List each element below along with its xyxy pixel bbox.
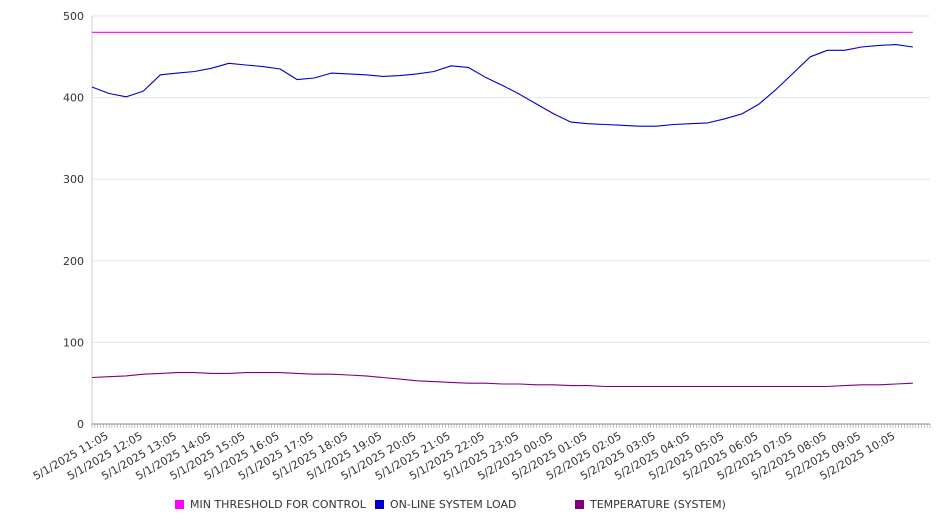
y-tick-label: 500 <box>63 10 84 23</box>
series-line-temperature <box>91 372 913 388</box>
legend-item-system-load: ON-LINE SYSTEM LOAD <box>375 498 516 511</box>
y-tick-label: 200 <box>63 255 84 268</box>
y-axis-ticks: 0 100 200 300 400 500 <box>63 10 84 431</box>
x-axis-ticks: 5/1/2025 11:055/1/2025 12:055/1/2025 13:… <box>31 429 897 483</box>
legend-label-min-threshold: MIN THRESHOLD FOR CONTROL <box>190 498 366 511</box>
legend: MIN THRESHOLD FOR CONTROL ON-LINE SYSTEM… <box>0 496 946 516</box>
legend-swatch-min-threshold <box>175 500 184 509</box>
y-tick-label: 100 <box>63 336 84 349</box>
series-line-system-load <box>91 44 913 127</box>
legend-item-temperature: TEMPERATURE (SYSTEM) <box>575 498 726 511</box>
series-lines <box>91 31 913 388</box>
y-tick-label: 300 <box>63 173 84 186</box>
y-tick-label: 0 <box>77 418 84 431</box>
grid-lines <box>92 15 930 343</box>
legend-item-min-threshold: MIN THRESHOLD FOR CONTROL <box>175 498 366 511</box>
legend-label-system-load: ON-LINE SYSTEM LOAD <box>390 498 517 511</box>
x-axis-minor-ticks <box>91 424 931 428</box>
legend-swatch-system-load <box>375 500 384 509</box>
y-tick-label: 400 <box>63 92 84 105</box>
legend-swatch-temperature <box>575 500 584 509</box>
legend-label-temperature: TEMPERATURE (SYSTEM) <box>590 498 726 511</box>
